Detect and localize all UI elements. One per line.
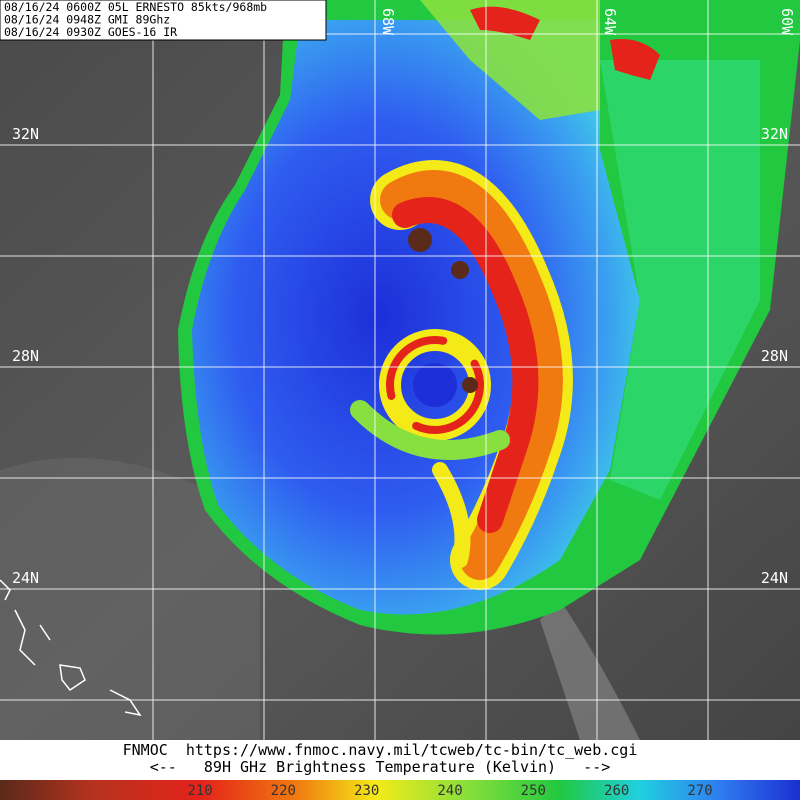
colorbar-ticks: 210 220 230 240 250 260 270 [187, 783, 712, 799]
lon-label: 60W [778, 8, 796, 36]
graticule [0, 0, 800, 740]
swath-band [470, 6, 540, 40]
swath-green [600, 60, 760, 500]
graticule-labels: 32N 32N 28N 28N 24N 24N 68W 64W 60W [12, 8, 796, 587]
lat-label: 28N [12, 347, 39, 365]
header: 08/16/24 0600Z 05L ERNESTO 85kts/968mb08… [4, 0, 267, 39]
lat-label: 32N [761, 125, 788, 143]
swath-band [420, 0, 600, 120]
lat-label: 24N [761, 569, 788, 587]
footer-line: <-- 89H GHz Brightness Temperature (Kelv… [150, 758, 611, 776]
coastline [0, 579, 142, 717]
colorbar-tick-label: 250 [521, 783, 546, 799]
lon-label: 64W [601, 8, 619, 36]
colorbar-tick-label: 230 [354, 783, 379, 799]
swath-band [610, 39, 660, 80]
colorbar-tick-label: 210 [187, 783, 212, 799]
colorbar-tick-label: 240 [437, 783, 462, 799]
lon-label: 68W [379, 8, 397, 36]
colorbar-tick-label: 270 [687, 783, 712, 799]
colorbar-tick-label: 220 [271, 783, 296, 799]
header-box [0, 0, 327, 41]
ir-cloud [540, 600, 640, 740]
ir-cloud [0, 457, 260, 740]
deep-convection [451, 261, 469, 279]
lat-label: 28N [761, 347, 788, 365]
footer-line: FNMOC https://www.fnmoc.navy.mil/tcweb/t… [123, 741, 638, 759]
footer [0, 740, 800, 780]
header-line: 08/16/24 0600Z 05L ERNESTO 85kts/968mb [4, 0, 267, 14]
rainbands [350, 160, 573, 590]
header-line: 08/16/24 0948Z GMI 89Ghz [4, 13, 170, 27]
eye [413, 363, 457, 407]
lat-label: 32N [12, 125, 39, 143]
colorbar-tick-label: 260 [604, 783, 629, 799]
deep-convection [408, 228, 432, 252]
deep-convection [462, 377, 478, 393]
lat-label: 24N [12, 569, 39, 587]
header-line: 08/16/24 0930Z GOES-16 IR [4, 25, 177, 39]
colorbar [0, 780, 800, 800]
